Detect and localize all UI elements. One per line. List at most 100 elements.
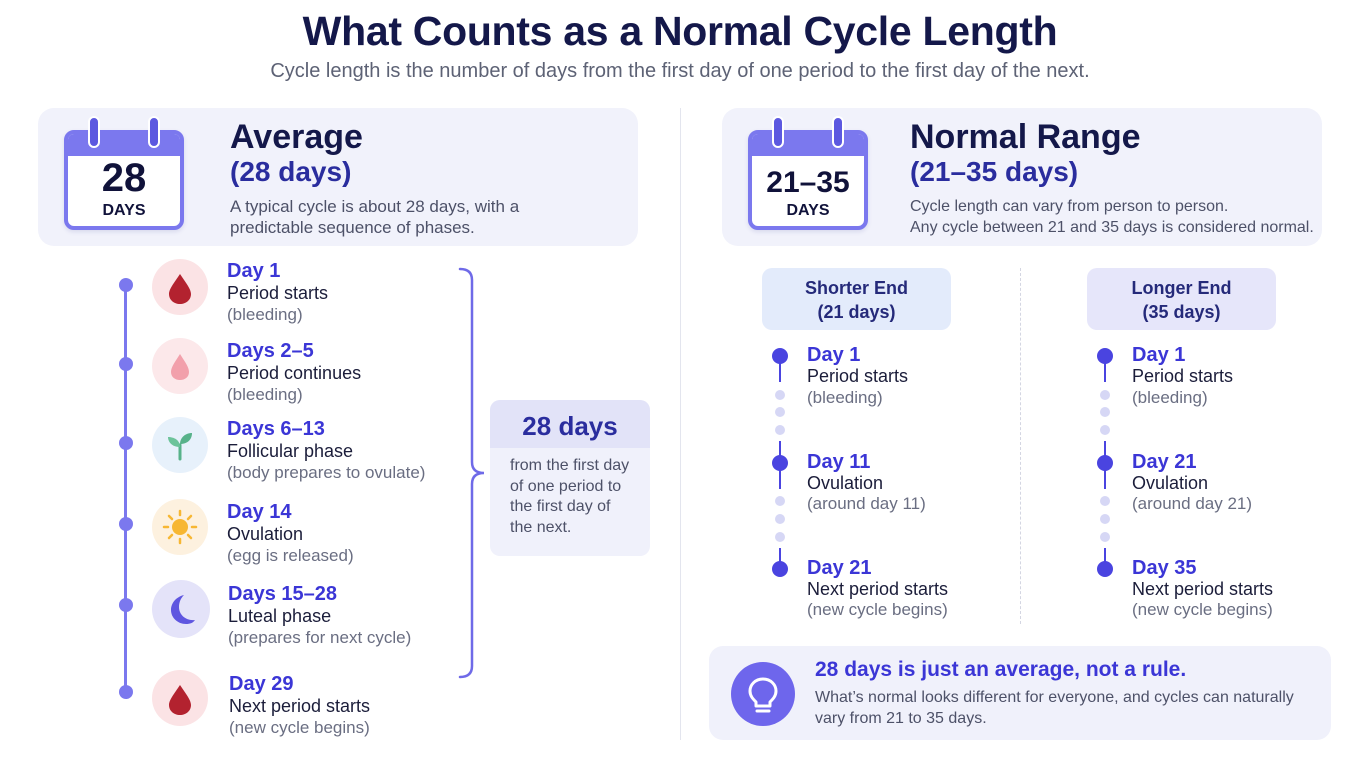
tip-panel: 28 days is just an average, not a rule. … [709, 646, 1331, 740]
callout-line: from the first day [510, 457, 630, 474]
average-title: Average [230, 118, 363, 156]
event-day: Day 21 [1132, 451, 1197, 473]
timeline-dot [119, 278, 133, 292]
light-drop-icon [152, 338, 208, 394]
timeline-dot [119, 357, 133, 371]
shorter-end-label: Shorter End (21 days) [762, 268, 951, 330]
event-note: (body prepares to ovulate) [227, 463, 426, 482]
event-note: (prepares for next cycle) [228, 628, 412, 647]
event-note: (new cycle begins) [1132, 600, 1273, 619]
sun-icon [152, 499, 208, 555]
shorter-timeline-segment [779, 548, 781, 568]
event-day: Day 35 [1132, 557, 1197, 579]
progress-dot [1100, 390, 1110, 400]
pill-line: Longer End [1131, 278, 1232, 298]
progress-dot [775, 407, 785, 417]
callout-line: the first day of [510, 498, 611, 515]
longer-timeline-segment [1104, 548, 1106, 568]
progress-dot [775, 425, 785, 435]
calendar-label: DAYS [786, 202, 830, 219]
range-divider [1020, 268, 1021, 624]
longer-timeline-segment [1104, 358, 1106, 382]
event-text: Follicular phase [227, 441, 354, 461]
calendar-number: 28 [101, 156, 147, 200]
timeline-dot [1097, 348, 1113, 364]
blood-drop-icon [152, 259, 208, 315]
average-subtitle: (28 days) [230, 156, 352, 187]
event-note: (bleeding) [227, 305, 303, 324]
timeline-dot [119, 436, 133, 450]
lightbulb-icon [731, 662, 795, 726]
event-day: Day 21 [807, 557, 872, 579]
event-text: Ovulation [1132, 473, 1209, 493]
event-text: Next period starts [229, 696, 371, 716]
event-text: Ovulation [807, 473, 884, 493]
event-note: (new cycle begins) [807, 600, 948, 619]
longer-end-label: Longer End (35 days) [1087, 268, 1276, 330]
normal-range-title: Normal Range [910, 118, 1141, 156]
average-callout: 28 days from the first day of one period… [490, 400, 650, 556]
pill-line: Shorter End [804, 278, 908, 298]
event-day: Day 1 [227, 260, 281, 282]
normal-range-subtitle: (21–35 days) [910, 156, 1079, 187]
moon-icon [152, 580, 210, 638]
event-note: (bleeding) [807, 388, 883, 407]
timeline-dot [119, 517, 133, 531]
column-divider [680, 108, 681, 740]
event-day: Day 29 [229, 673, 294, 695]
tip-line: What’s normal looks different for everyo… [815, 689, 1294, 706]
timeline-dot [1097, 455, 1113, 471]
calendar-icon-28: 28 DAYS [64, 116, 184, 230]
event-day: Day 14 [227, 501, 292, 523]
average-description-line2: predictable sequence of phases. [230, 218, 475, 237]
calendar-icon-range: 21–35 DAYS [748, 116, 868, 230]
timeline-dot [772, 455, 788, 471]
normal-range-description-line1: Cycle length can vary from person to per… [910, 198, 1229, 215]
progress-dot [1100, 407, 1110, 417]
pill-line: (35 days) [1142, 302, 1221, 322]
average-timeline-line [124, 285, 127, 693]
event-note: (around day 21) [1132, 494, 1253, 513]
callout-title: 28 days [490, 400, 650, 448]
event-day: Day 1 [807, 344, 861, 366]
sprout-icon [152, 417, 208, 473]
tip-line: vary from 21 to 35 days. [815, 710, 987, 727]
event-day: Day 11 [807, 451, 871, 473]
progress-dot [775, 514, 785, 524]
timeline-dot [772, 561, 788, 577]
cycle-brace [458, 267, 485, 679]
event-day: Days 6–13 [227, 418, 325, 440]
blood-drop-icon [152, 670, 208, 726]
event-note: (new cycle begins) [229, 718, 370, 737]
progress-dot [775, 390, 785, 400]
page-title: What Counts as a Normal Cycle Length [302, 8, 1058, 54]
progress-dot [1100, 514, 1110, 524]
page-subtitle: Cycle length is the number of days from … [270, 60, 1090, 82]
normal-range-description-line2: Any cycle between 21 and 35 days is cons… [910, 219, 1314, 236]
tip-title: 28 days is just an average, not a rule. [815, 658, 1187, 681]
event-day: Days 15–28 [228, 583, 337, 605]
event-text: Next period starts [1132, 579, 1274, 599]
event-day: Days 2–5 [227, 340, 314, 362]
shorter-timeline-segment [779, 358, 781, 382]
progress-dot [775, 532, 785, 542]
progress-dot [1100, 532, 1110, 542]
progress-dot [1100, 496, 1110, 506]
callout-line: of one period to [510, 477, 622, 495]
progress-dot [1100, 425, 1110, 435]
event-text: Ovulation [227, 524, 304, 544]
event-day: Day 1 [1132, 344, 1186, 366]
calendar-label: DAYS [102, 202, 146, 219]
event-text: Next period starts [807, 579, 949, 599]
event-text: Luteal phase [228, 606, 332, 626]
event-text: Period starts [807, 366, 909, 386]
timeline-dot [1097, 561, 1113, 577]
calendar-number: 21–35 [766, 166, 850, 199]
progress-dot [775, 496, 785, 506]
timeline-dot [119, 598, 133, 612]
event-note: (bleeding) [227, 385, 303, 404]
callout-line: the next. [510, 518, 572, 536]
timeline-dot [772, 348, 788, 364]
event-text: Period starts [1132, 366, 1234, 386]
timeline-dot [119, 685, 133, 699]
